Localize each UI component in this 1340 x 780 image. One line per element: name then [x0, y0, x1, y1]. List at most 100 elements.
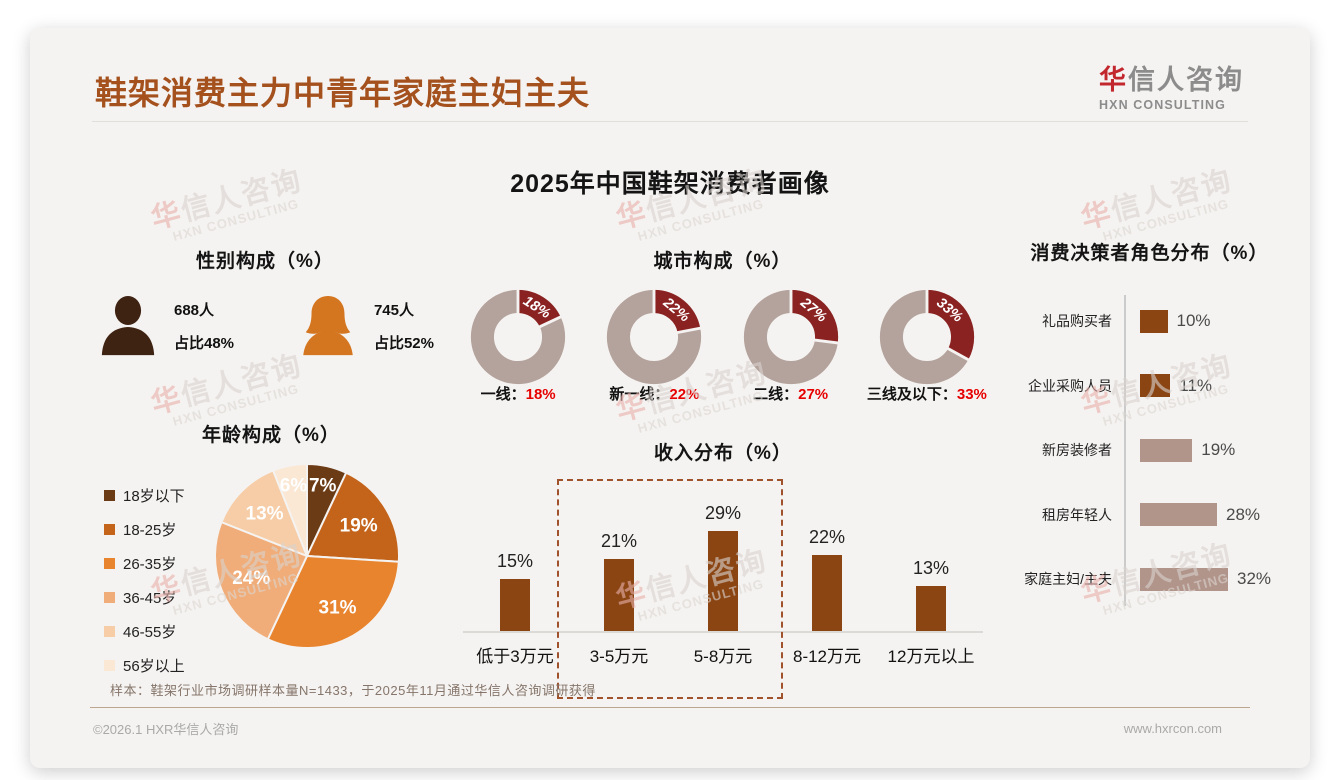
donut-chart: 33% — [879, 287, 974, 385]
income-bar — [604, 558, 634, 631]
role-label: 企业采购人员 — [1028, 377, 1112, 394]
income-bars: 15% 21% 29% 22% 13% — [463, 491, 983, 633]
legend-swatch — [104, 660, 115, 671]
donut-category-name: 新一线： — [609, 386, 670, 403]
income-category-label: 低于3万元 — [476, 647, 554, 666]
watermark-accent: 华 — [147, 381, 187, 421]
donut-chart: 22% — [607, 287, 704, 385]
gender-composition-section: 性别构成（%） 688人 占比48% 745人 占比52% — [90, 246, 440, 357]
pie-value-label: 24% — [232, 568, 270, 589]
sample-note: 样本：鞋架行业市场调研样本量N=1433，于2025年11月通过华信人咨询调研获… — [110, 683, 596, 698]
donut-category-value: 22% — [669, 386, 700, 403]
legend-item: 46-55岁 — [104, 621, 212, 642]
age-chart-content: 18岁以下 18-25岁 26-35岁 36-45岁 46-55岁 56岁以上 7% 19%… — [90, 459, 452, 689]
gender-texts: 745人占比52% — [374, 295, 434, 357]
gender-share: 占比52% — [373, 335, 434, 352]
donut-chart: 27% — [743, 287, 841, 385]
gender-items: 688人占比48% 745人占比52% — [90, 295, 440, 357]
gender-count: 688人 — [174, 302, 215, 319]
watermark-rest: 信人咨询 — [177, 349, 306, 413]
header-divider — [92, 121, 1248, 122]
donut-category-label: 新一线：22% — [609, 383, 699, 404]
role-value: 11% — [1179, 375, 1213, 395]
male-icon — [101, 295, 155, 356]
legend-swatch — [104, 558, 115, 569]
role-label: 家庭主妇/主夫 — [1024, 571, 1112, 588]
income-column: 15% — [463, 551, 567, 631]
pie-slice — [220, 469, 308, 557]
role-label: 礼品购买者 — [1042, 313, 1112, 330]
donut-gap — [945, 346, 972, 363]
legend-item: 18-25岁 — [104, 519, 212, 540]
donut-category-name: 二线： — [753, 386, 799, 403]
footer-divider — [90, 707, 1250, 708]
legend-swatch — [104, 524, 115, 535]
income-category-label: 3-5万元 — [589, 647, 649, 666]
income-column: 22% — [775, 527, 879, 631]
roles-section-heading: 消费决策者角色分布（%） — [1030, 243, 1269, 264]
donut-cell: 27% 二线：27% — [723, 287, 859, 404]
page-title: 鞋架消费主力中青年家庭主妇主夫 — [95, 75, 591, 111]
decision-roles-section: 消费决策者角色分布（%） 礼品购买者 10% 企业采购人员 11% 新房装修者 19% 租房… — [1002, 238, 1297, 612]
website-text: www.hxrcon.com — [1123, 721, 1222, 736]
role-value: 28% — [1226, 504, 1261, 524]
age-composition-section: 年龄构成（%） 18岁以下 18-25岁 26-35岁 36-45岁 46-55岁 56岁… — [90, 420, 452, 689]
donut-cell: 33% 三线及以下：33% — [859, 287, 995, 404]
watermark-accent: 华 — [612, 196, 652, 236]
role-value: 19% — [1201, 440, 1236, 460]
watermark-english: HXN CONSULTING — [171, 195, 301, 245]
role-value: 32% — [1237, 569, 1272, 589]
income-bar — [500, 579, 530, 631]
donut-category-value: 27% — [798, 386, 829, 403]
role-bar — [1140, 567, 1228, 591]
pie-value-label: 31% — [319, 598, 357, 619]
role-bar — [1140, 374, 1171, 398]
copyright-text: ©2026.1 HXR华信人咨询 — [93, 722, 239, 737]
legend-label: 56岁以上 — [123, 658, 185, 675]
donut-category-value: 33% — [956, 386, 987, 403]
logo-chinese-text: 华信人咨询 — [1099, 65, 1244, 95]
watermark-accent: 华 — [147, 196, 187, 236]
income-column: 13% — [879, 558, 983, 631]
chart-main-title: 2025年中国鞋架消费者画像 — [510, 170, 830, 198]
income-bar-chart: 15% 21% 29% 22% 13% 低于3万元 3-5万元 5-8万元 8-12万元 12万… — [458, 479, 988, 699]
gender-item: 688人占比48% — [96, 295, 234, 357]
gender-count: 745人 — [373, 302, 414, 319]
legend-label: 46-55岁 — [123, 624, 177, 641]
legend-label: 18-25岁 — [123, 522, 177, 539]
role-row: 家庭主妇/主夫 32% — [1002, 547, 1297, 612]
role-label: 租房年轻人 — [1042, 506, 1112, 523]
legend-label: 26-35岁 — [123, 556, 177, 573]
city-composition-section: 城市构成（%） 18% 一线：18% 22% 新一线：22% 27% 二线：27% 33% 三… — [450, 246, 995, 404]
income-value-label: 13% — [912, 558, 950, 579]
age-section-heading: 年龄构成（%） — [202, 425, 340, 446]
role-bar — [1140, 309, 1168, 333]
donut-gap — [675, 326, 704, 335]
income-column: 29% — [671, 503, 775, 631]
income-value-label: 29% — [704, 502, 742, 523]
city-donut-charts: 18% 一线：18% 22% 新一线：22% 27% 二线：27% 33% 三线及以下：33% — [450, 287, 995, 404]
income-distribution-section: 收入分布（%） 15% 21% 29% 22% 13% 低于3万元 3-5万元 5-8万元 8… — [458, 438, 988, 699]
pie-slice — [214, 521, 308, 641]
role-row: 新房装修者 19% — [1002, 418, 1297, 483]
donut-chart: 18% — [471, 287, 566, 385]
roles-axis-line — [1124, 295, 1126, 606]
donut-category-label: 二线：27% — [753, 383, 828, 404]
pie-slice — [272, 463, 308, 557]
pie-value-label: 7% — [309, 476, 337, 497]
role-value: 10% — [1176, 311, 1211, 331]
legend-swatch — [104, 490, 115, 501]
age-pie-chart: 7%19% 31% 24% 13% 6% — [214, 463, 400, 649]
donut-category-name: 三线及以下： — [866, 386, 957, 403]
legend-label: 36-45岁 — [123, 590, 177, 607]
legend-item: 36-45岁 — [104, 587, 212, 608]
age-pie-legend: 18岁以下 18-25岁 26-35岁 36-45岁 46-55岁 56岁以上 — [90, 459, 212, 689]
gender-share: 占比48% — [174, 335, 235, 352]
income-value-label: 21% — [600, 530, 638, 551]
legend-item: 26-35岁 — [104, 553, 212, 574]
role-row: 企业采购人员 11% — [1002, 354, 1297, 419]
female-icon — [303, 295, 353, 356]
income-bar — [708, 530, 738, 631]
income-column: 21% — [567, 531, 671, 631]
role-bar — [1140, 503, 1217, 527]
